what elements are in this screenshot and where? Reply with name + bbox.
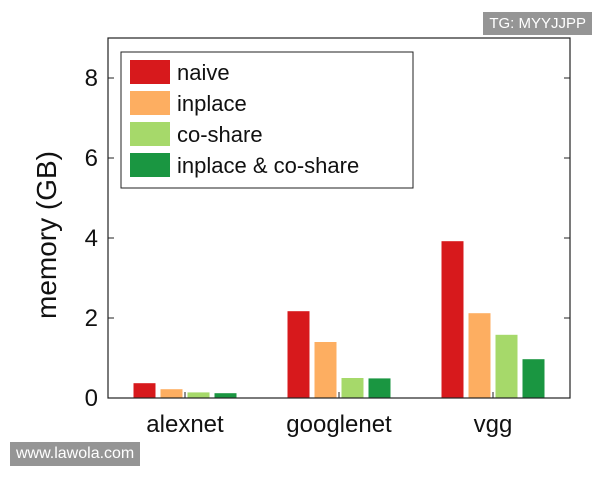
legend-swatch — [130, 153, 170, 177]
bar-googlenet-2 — [341, 378, 364, 398]
x-tick-label: alexnet — [146, 411, 224, 438]
legend: naive inplace co-share inplace & co-share — [120, 51, 414, 189]
watermark-top: TG: MYYJJPP — [483, 12, 592, 35]
bar-alexnet-3 — [214, 393, 237, 398]
x-tick-label: googlenet — [286, 411, 392, 438]
legend-swatch — [130, 122, 170, 146]
y-axis-label: memory (GB) — [31, 151, 62, 319]
bar-alexnet-0 — [133, 383, 156, 398]
watermark-bottom: www.lawola.com — [10, 442, 141, 466]
bar-alexnet-2 — [187, 392, 210, 398]
bar-googlenet-3 — [368, 378, 391, 398]
legend-label: inplace & co-share — [177, 153, 359, 178]
bar-vgg-2 — [495, 334, 518, 398]
y-tick-label: 8 — [85, 65, 98, 92]
x-tick-label: vgg — [474, 411, 513, 438]
bar-alexnet-1 — [160, 389, 183, 398]
bar-vgg-1 — [468, 313, 491, 398]
axes-group: 0 2 4 6 8 alexnet googlenet vgg — [85, 37, 571, 438]
y-tick-label: 6 — [85, 145, 98, 172]
legend-swatch — [130, 60, 170, 84]
bars-group — [133, 241, 545, 398]
bar-vgg-0 — [441, 241, 464, 398]
legend-label: naive — [177, 60, 230, 85]
legend-label: inplace — [177, 91, 247, 116]
bar-googlenet-0 — [287, 311, 310, 398]
legend-swatch — [130, 91, 170, 115]
y-tick-label: 4 — [85, 225, 98, 252]
bar-vgg-3 — [522, 359, 545, 398]
bar-googlenet-1 — [314, 342, 337, 398]
y-tick-label: 0 — [85, 385, 98, 412]
legend-label: co-share — [177, 122, 263, 147]
y-tick-label: 2 — [85, 305, 98, 332]
